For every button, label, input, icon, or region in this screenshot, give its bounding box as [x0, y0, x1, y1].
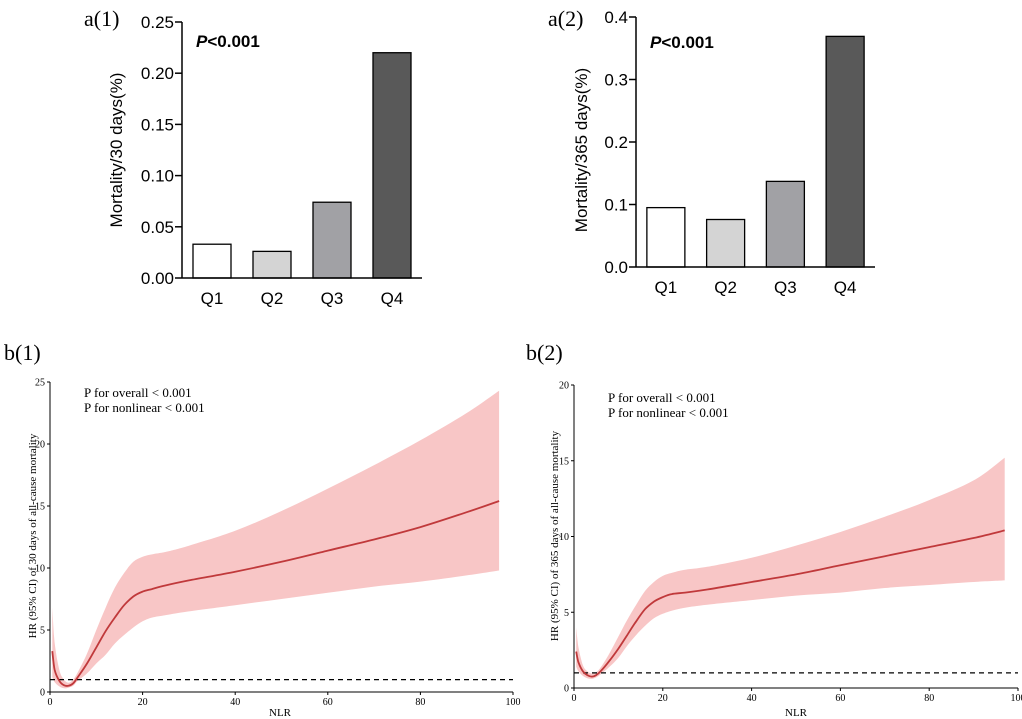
y-tick-label: 15	[559, 456, 569, 467]
y-axis-label-a1: Mortality/30 days(%)	[107, 73, 126, 228]
y-tick-label: 0.0	[604, 258, 628, 277]
x-tick-label: 40	[230, 697, 240, 708]
x-tick-label-q3: Q3	[321, 289, 344, 308]
y-tick-label: 0	[564, 684, 569, 695]
panel-b2-spline-chart: b(2) 0 5 10 15 20 0 20 40 60 80 100 HR (95% CI) o…	[526, 340, 1022, 719]
panel-a2-bar-chart: a(2) P<0.001 Mortality/365 days(%) 0.00.…	[548, 6, 875, 297]
x-axis-label-b1: NLR	[269, 707, 292, 719]
x-tick-label: 0	[48, 697, 53, 708]
x-tick-label-q2: Q2	[261, 289, 284, 308]
x-tick-label-q4: Q4	[834, 278, 857, 297]
bar-q1	[192, 243, 232, 279]
y-tick-label: 0.4	[604, 8, 628, 27]
hr-curve-b2	[575, 529, 1005, 678]
y-tick-label: 0.2	[604, 133, 628, 152]
x-tick-labels-a1: Q1 Q2 Q3 Q4	[201, 289, 404, 308]
y-tick-label: 15	[35, 502, 45, 513]
y-tick-label: 25	[35, 378, 45, 389]
y-ticks-a2: 0.0 0.1 0.2 0.3 0.4	[604, 8, 636, 277]
p-value-annotation-a2: P<0.001	[650, 33, 714, 52]
y-tick-label: 5	[564, 608, 569, 619]
hr-curve-b1	[51, 500, 500, 687]
x-tick-label: 100	[506, 697, 521, 708]
bar-q2	[252, 250, 292, 279]
bar-q4	[372, 52, 412, 279]
x-tick-label: 80	[924, 693, 934, 704]
y-ticks-a1: 0.00 0.05 0.10 0.15 0.20 0.25	[141, 13, 182, 288]
y-tick-label: 0.25	[141, 13, 174, 32]
x-tick-label: 0	[572, 693, 577, 704]
panel-label-a1: a(1)	[84, 6, 119, 31]
x-tick-labels-a2: Q1 Q2 Q3 Q4	[655, 278, 857, 297]
y-tick-label: 10	[559, 532, 569, 543]
y-tick-label: 0.3	[604, 71, 628, 90]
y-axis-label-a2: Mortality/365 days(%)	[572, 68, 591, 232]
ci-band-b2	[576, 457, 1005, 679]
panel-label-b1: b(1)	[4, 340, 41, 365]
bar-q1	[646, 206, 686, 268]
panel-b1-spline-chart: b(1) 0 5 10 15 20 25 0 20 40 60 80 100 HR (95% CI)…	[4, 340, 521, 719]
p-value-annotation-a1: P<0.001	[196, 32, 260, 51]
p-nonlinear-b1: P for nonlinear < 0.001	[84, 400, 205, 415]
panel-label-b2: b(2)	[526, 340, 563, 365]
x-ticks-b1: 0 20 40 60 80 100	[48, 692, 521, 708]
x-tick-label: 40	[747, 693, 757, 704]
y-tick-label: 0.15	[141, 115, 174, 134]
panel-a1-bar-chart: a(1) P<0.001 Mortality/30 days(%) 0.000.…	[84, 6, 422, 308]
p-overall-b2: P for overall < 0.001	[608, 390, 716, 405]
x-tick-label: 100	[1011, 693, 1022, 704]
y-tick-label: 20	[35, 440, 45, 451]
panel-label-a2: a(2)	[548, 6, 583, 31]
y-tick-label: 0.10	[141, 167, 174, 186]
y-ticks-b2: 0 5 10 15 20	[559, 381, 574, 695]
bars-a1	[192, 52, 412, 279]
x-tick-label-q1: Q1	[201, 289, 224, 308]
y-tick-label: 0	[40, 688, 45, 699]
x-tick-label: 20	[658, 693, 668, 704]
y-tick-label: 20	[559, 381, 569, 392]
y-axis-label-b1: HR (95% CI) of 30 days of all-cause mort…	[27, 433, 39, 638]
y-tick-label: 0.00	[141, 269, 174, 288]
y-tick-label: 10	[35, 564, 45, 575]
bar-q3	[765, 180, 806, 268]
bar-q4	[825, 35, 865, 268]
y-tick-label: 0.1	[604, 196, 628, 215]
bar-q3	[312, 201, 352, 279]
x-tick-label: 60	[835, 693, 845, 704]
x-axis-label-b2: NLR	[785, 707, 808, 719]
ci-band-b1	[52, 390, 500, 689]
x-tick-label: 20	[138, 697, 148, 708]
x-tick-label: 80	[415, 697, 425, 708]
y-tick-label: 5	[40, 626, 45, 637]
p-overall-b1: P for overall < 0.001	[84, 385, 192, 400]
y-tick-label: 0.05	[141, 218, 174, 237]
y-tick-label: 0.20	[141, 64, 174, 83]
p-nonlinear-b2: P for nonlinear < 0.001	[608, 405, 729, 420]
x-tick-label-q3: Q3	[774, 278, 797, 297]
x-tick-label-q4: Q4	[381, 289, 404, 308]
x-tick-label: 60	[323, 697, 333, 708]
bar-q2	[705, 218, 746, 268]
x-ticks-b2: 0 20 40 60 80 100	[572, 688, 1022, 704]
y-ticks-b1: 0 5 10 15 20 25	[35, 378, 50, 699]
x-tick-label-q2: Q2	[714, 278, 737, 297]
y-axis-label-b2: HR (95% CI) of 365 days of all-cause mor…	[549, 430, 561, 641]
bars-a2	[646, 35, 865, 268]
x-tick-label-q1: Q1	[655, 278, 678, 297]
